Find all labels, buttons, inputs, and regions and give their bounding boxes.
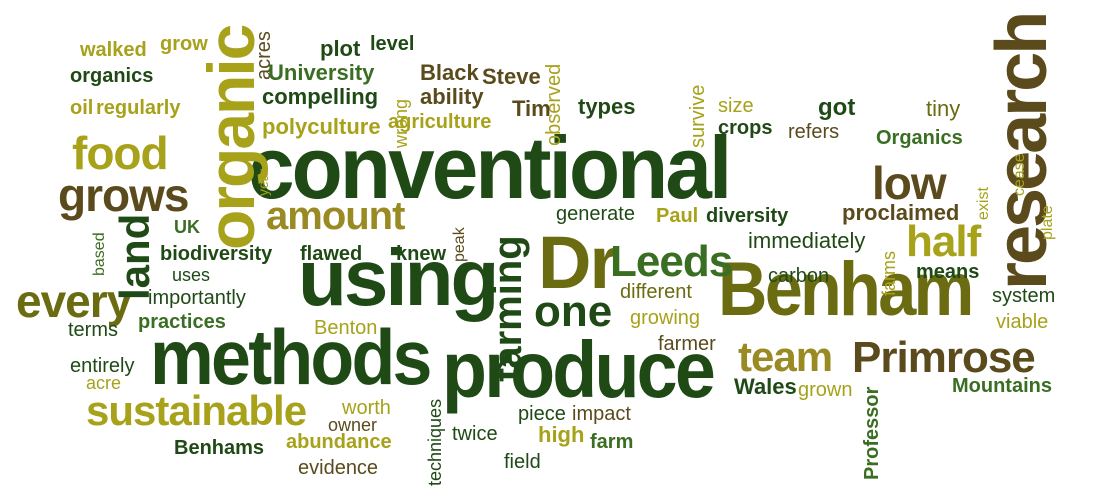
word-farm: farm bbox=[590, 431, 634, 453]
word-techniques: techniques bbox=[425, 398, 445, 486]
word-organics-lower: organics bbox=[70, 65, 154, 87]
word-oil: oil bbox=[70, 97, 94, 119]
word-steve: Steve bbox=[482, 64, 541, 89]
word-low: low bbox=[872, 157, 947, 209]
word-proclaimed: proclaimed bbox=[842, 200, 960, 225]
word-exist: exist bbox=[975, 187, 992, 220]
word-farmer: farmer bbox=[658, 333, 716, 355]
word-diversity: diversity bbox=[706, 205, 789, 227]
word-viable: viable bbox=[996, 311, 1049, 333]
word-university: University bbox=[268, 60, 375, 85]
word-generate: generate bbox=[556, 203, 635, 225]
word-cease: cease bbox=[1011, 153, 1028, 196]
word-conventional: conventional bbox=[248, 118, 732, 217]
word-organics-cap: Organics bbox=[876, 127, 963, 149]
word-flawed: flawed bbox=[300, 243, 363, 265]
word-knew: knew bbox=[396, 243, 447, 265]
word-mountains: Mountains bbox=[952, 375, 1052, 397]
word-walked: walked bbox=[80, 39, 147, 61]
word-size: size bbox=[718, 95, 754, 117]
word-primrose: Primrose bbox=[852, 333, 1036, 382]
word-piece: piece bbox=[518, 403, 566, 425]
word-plate: plate bbox=[1039, 205, 1056, 240]
word-compelling: compelling bbox=[262, 84, 379, 109]
word-level: level bbox=[370, 33, 415, 55]
word-paul: Paul bbox=[656, 205, 699, 227]
word-team: team bbox=[738, 333, 833, 380]
word-evidence: evidence bbox=[298, 457, 379, 479]
word-food: food bbox=[72, 127, 169, 179]
word-leeds: Leeds bbox=[610, 237, 733, 286]
word-farming: farming bbox=[486, 235, 530, 382]
word-using: using bbox=[298, 233, 499, 322]
word-uses: uses bbox=[172, 265, 211, 285]
word-dr: Dr bbox=[538, 221, 618, 304]
word-research: research bbox=[982, 13, 1062, 290]
word-amount: amount bbox=[266, 194, 405, 238]
word-got: got bbox=[818, 94, 856, 121]
word-different: different bbox=[620, 281, 692, 303]
word-crops: crops bbox=[718, 117, 773, 139]
word-importantly: importantly bbox=[148, 287, 246, 309]
word-year: year bbox=[255, 168, 271, 196]
word-ability: ability bbox=[420, 84, 484, 109]
word-grown: grown bbox=[798, 379, 853, 401]
word-impact: impact bbox=[572, 403, 631, 425]
word-practices: practices bbox=[138, 311, 226, 333]
word-polyculture: polyculture bbox=[262, 114, 381, 139]
word-one: one bbox=[534, 287, 613, 336]
word-sustainable: sustainable bbox=[86, 387, 307, 434]
word-uk: UK bbox=[174, 217, 200, 237]
word-peak: peak bbox=[451, 227, 468, 262]
word-immediately: immediately bbox=[748, 228, 866, 253]
word-survive: survive bbox=[687, 84, 709, 148]
word-biodiversity: biodiversity bbox=[160, 243, 273, 265]
word-regularly: regularly bbox=[96, 97, 181, 119]
word-agriculture: agriculture bbox=[388, 111, 492, 133]
word-terms: terms bbox=[68, 319, 118, 341]
word-grows: grows bbox=[58, 169, 189, 221]
word-farms: farms bbox=[879, 251, 899, 296]
word-methods: methods bbox=[150, 313, 432, 401]
word-types: types bbox=[578, 94, 636, 119]
word-plot: plot bbox=[320, 36, 361, 61]
word-acre: acre bbox=[86, 373, 122, 393]
word-benham: Benham bbox=[718, 247, 974, 332]
word-black: Black bbox=[420, 60, 479, 85]
word-professor: Professor bbox=[861, 386, 883, 480]
word-every: every bbox=[16, 275, 132, 327]
word-benhams: Benhams bbox=[174, 437, 265, 459]
word-high: high bbox=[538, 422, 585, 447]
word-field: field bbox=[504, 451, 541, 473]
word-refers: refers bbox=[788, 121, 840, 143]
word-entirely: entirely bbox=[70, 355, 135, 377]
word-growing: growing bbox=[630, 307, 701, 329]
word-system: system bbox=[992, 285, 1056, 307]
word-produce: produce bbox=[442, 325, 716, 414]
word-means: means bbox=[916, 261, 980, 283]
word-wales: Wales bbox=[734, 374, 797, 399]
word-worth: worth bbox=[342, 397, 391, 419]
word-owner: owner bbox=[328, 415, 378, 435]
word-grow: grow bbox=[160, 33, 208, 55]
word-abundance: abundance bbox=[286, 431, 392, 453]
word-tiny: tiny bbox=[926, 96, 961, 121]
word-carbon: carbon bbox=[768, 265, 830, 287]
word-twice: twice bbox=[452, 423, 498, 445]
word-tim: Tim bbox=[512, 96, 551, 121]
word-benton: Benton bbox=[314, 317, 378, 339]
word-half: half bbox=[906, 217, 981, 266]
word-based: based bbox=[91, 232, 108, 276]
